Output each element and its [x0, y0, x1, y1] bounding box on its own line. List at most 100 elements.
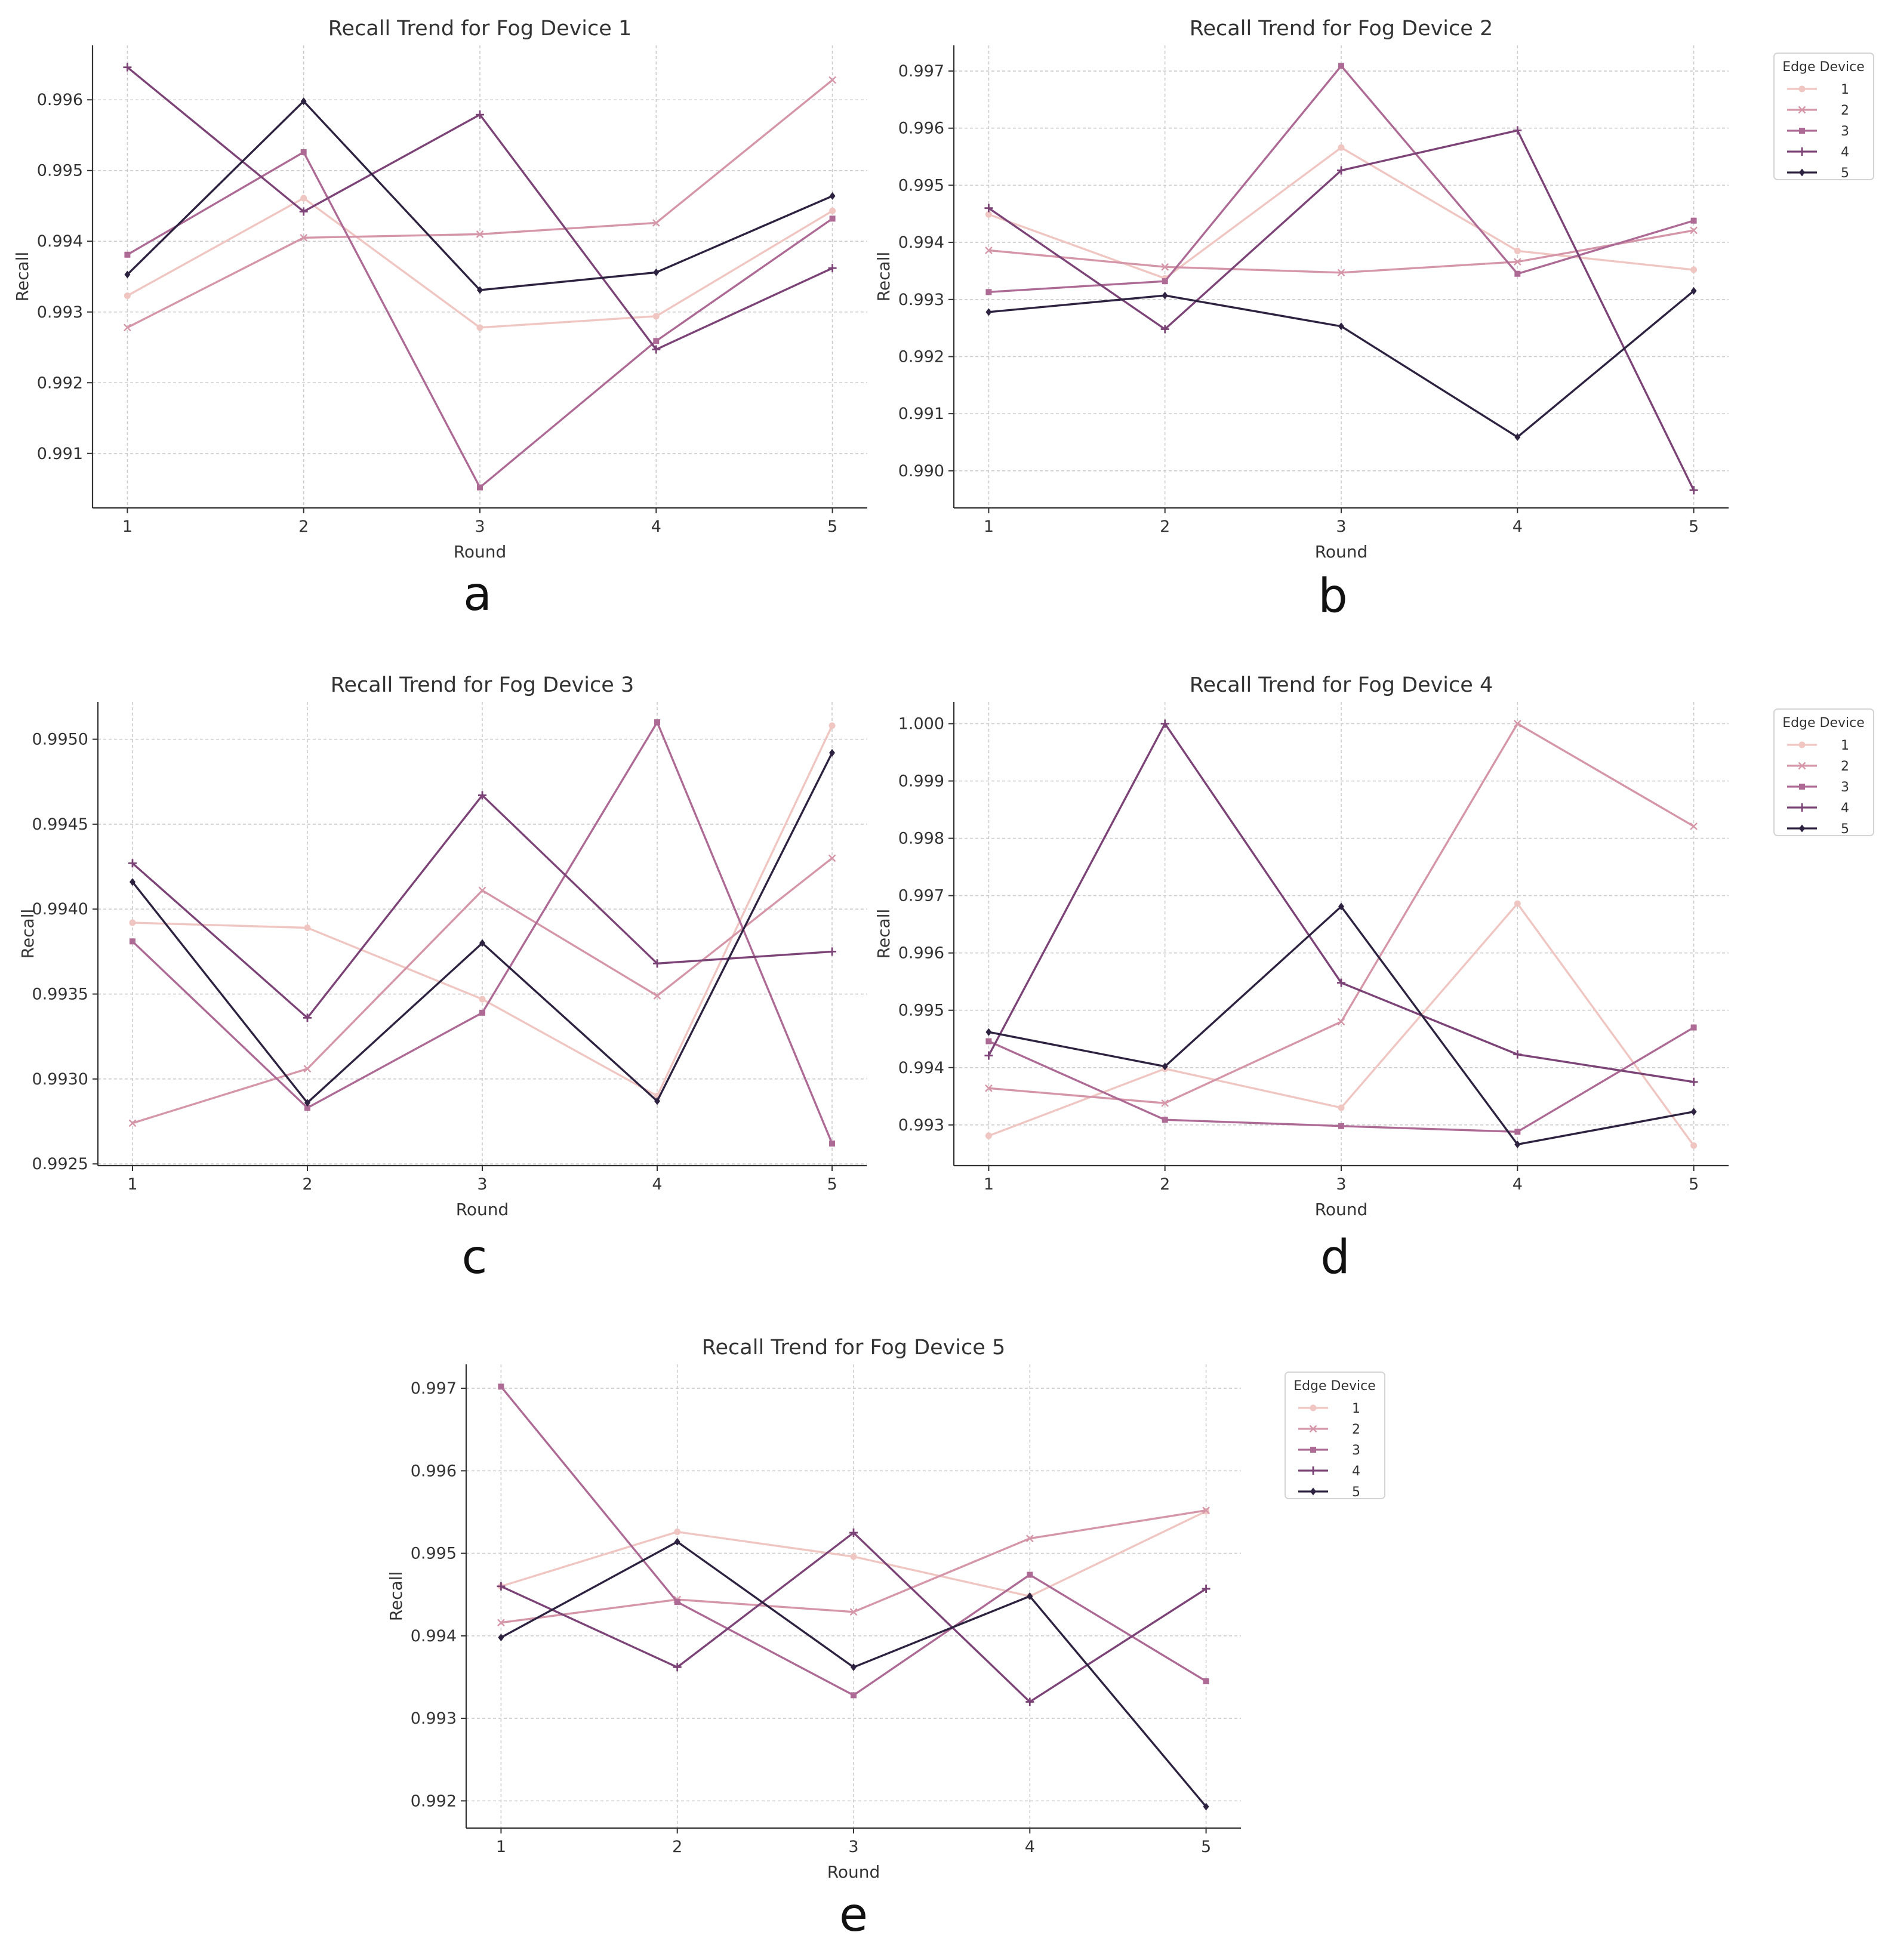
data-point [478, 791, 486, 800]
legend-marker [1310, 1487, 1316, 1496]
data-point [1338, 322, 1344, 331]
legend-marker [1799, 128, 1805, 134]
data-point [1338, 63, 1344, 69]
legend-label: 4 [1841, 145, 1849, 160]
data-point [1027, 1592, 1033, 1600]
data-point [1513, 1050, 1522, 1059]
y-tick-label: 0.992 [898, 347, 944, 366]
series-1 [124, 195, 836, 331]
legend: Edge Device 1 2 3 4 5 [1773, 53, 1874, 181]
series-2 [124, 76, 836, 332]
series-5 [498, 1537, 1209, 1811]
legend-label: 5 [1352, 1485, 1360, 1500]
y-tick-label: 0.996 [898, 119, 944, 138]
chart-title: Recall Trend for Fog Device 4 [1190, 673, 1493, 697]
y-tick-label: 0.993 [411, 1709, 457, 1728]
data-point [828, 947, 837, 956]
data-point [652, 313, 660, 320]
data-point [985, 308, 992, 316]
data-point [1202, 1506, 1210, 1515]
data-point [124, 251, 131, 258]
y-axis-label: Recall [874, 909, 894, 959]
data-point [674, 1537, 680, 1546]
legend-label: 1 [1841, 82, 1849, 97]
chart-panel-e: 1 2 3 4 5 0.992 0.993 0.994 0.995 0.996 0.997 Recal… [386, 1336, 1385, 1942]
data-point [829, 207, 836, 214]
data-point [1161, 263, 1169, 271]
data-point [985, 289, 992, 295]
data-point [851, 1663, 857, 1671]
x-tick-label: 3 [477, 1175, 487, 1194]
data-point [128, 859, 137, 868]
data-point [303, 1065, 312, 1073]
data-point [1690, 822, 1698, 830]
data-point [1338, 1123, 1344, 1129]
y-tick-label: 0.994 [898, 233, 944, 252]
y-tick-label: 0.995 [898, 1001, 944, 1020]
y-tick-label: 0.993 [898, 1116, 944, 1135]
chart-title: Recall Trend for Fog Device 3 [331, 673, 634, 697]
x-tick-label: 5 [1689, 517, 1699, 536]
data-point [674, 1528, 681, 1536]
data-point [478, 886, 486, 895]
x-tick-label: 1 [127, 1175, 137, 1194]
legend-title: Edge Device [1782, 716, 1865, 731]
y-axis-label: Recall [874, 252, 894, 302]
y-tick-label: 0.996 [37, 91, 83, 109]
data-point [985, 1028, 992, 1036]
data-point [304, 1105, 310, 1111]
series-2 [985, 720, 1698, 1107]
data-point [476, 230, 484, 238]
data-point [129, 919, 136, 926]
x-tick-label: 4 [651, 517, 661, 536]
legend-label: 2 [1841, 759, 1849, 774]
data-point [849, 1528, 858, 1537]
y-tick-label: 0.992 [37, 374, 83, 392]
data-point [476, 110, 484, 119]
legend-marker [1798, 85, 1806, 93]
data-point [1027, 1571, 1033, 1578]
data-point [828, 76, 836, 84]
data-point [1514, 270, 1521, 277]
legend-label: 5 [1841, 822, 1849, 837]
legend-marker [1798, 106, 1806, 114]
x-tick-label: 2 [1160, 517, 1170, 536]
y-tick-label: 0.990 [898, 462, 944, 480]
legend-marker [1799, 784, 1805, 790]
series-4 [984, 719, 1698, 1086]
data-point [300, 97, 307, 106]
x-tick-label: 4 [1513, 1175, 1523, 1194]
y-tick-label: 0.997 [898, 887, 944, 905]
data-point [1514, 1140, 1521, 1148]
legend: Edge Device 1 2 3 4 5 [1773, 708, 1874, 837]
data-point [1337, 269, 1345, 277]
data-point [304, 1099, 310, 1107]
series-4 [497, 1528, 1210, 1706]
x-tick-label: 5 [827, 1175, 837, 1194]
data-point [1514, 1129, 1521, 1135]
x-tick-label: 5 [1201, 1838, 1211, 1856]
data-point [652, 345, 661, 354]
data-point [498, 1634, 504, 1642]
data-point [1690, 286, 1697, 295]
y-tick-label: 0.9925 [32, 1155, 88, 1173]
data-point [1514, 247, 1521, 254]
data-point [1025, 1697, 1034, 1706]
x-tick-label: 2 [302, 1175, 312, 1194]
legend: Edge Device 1 2 3 4 5 [1285, 1372, 1385, 1500]
data-point [129, 938, 135, 945]
legend-marker [1310, 1447, 1316, 1453]
data-point [1161, 1099, 1169, 1107]
data-point [829, 748, 836, 757]
y-tick-label: 0.993 [37, 303, 83, 322]
y-tick-label: 0.995 [37, 162, 83, 180]
data-point [1337, 166, 1345, 175]
data-point [123, 63, 132, 72]
y-tick-label: 0.995 [898, 176, 944, 195]
data-point [1162, 291, 1168, 300]
data-point [479, 939, 485, 947]
x-tick-label: 5 [827, 517, 837, 536]
data-point [653, 338, 660, 344]
data-point [985, 246, 993, 254]
legend-label: 4 [1352, 1464, 1360, 1479]
